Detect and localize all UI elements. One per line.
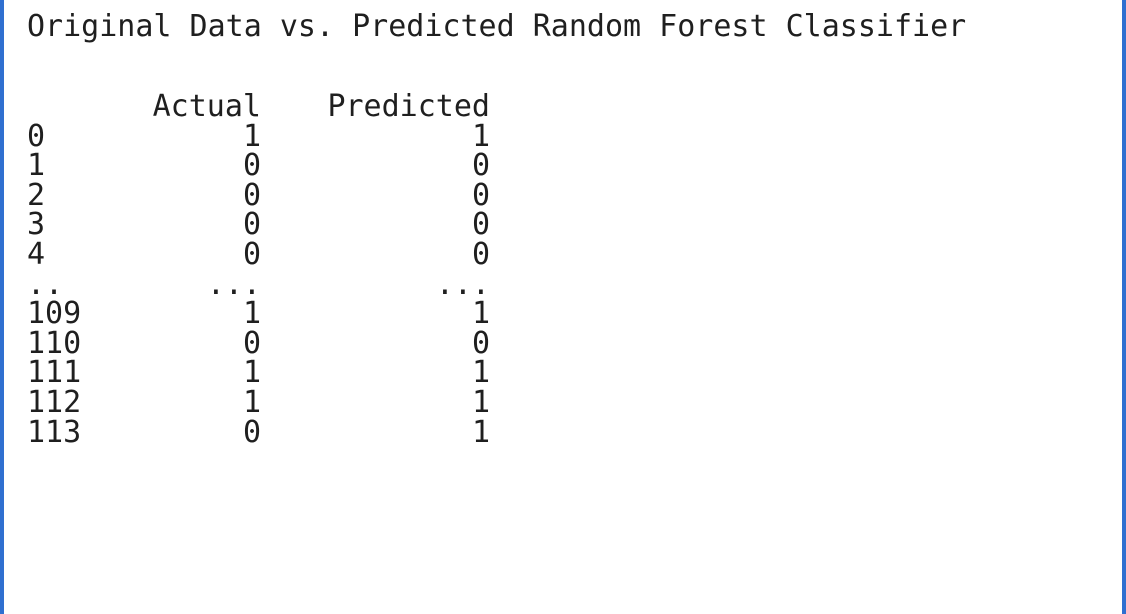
predicted-value: 1 [471, 384, 490, 420]
row-index: 112 [27, 384, 82, 420]
predicted-value: 1 [471, 118, 490, 154]
predicted-value: 0 [471, 148, 490, 184]
row-index: 3 [27, 207, 46, 243]
dataframe-table: Actual Predicted 0 1 1 1 0 0 2 0 0 3 0 0… [27, 92, 490, 447]
actual-value: 1 [242, 355, 261, 391]
predicted-value: 0 [471, 177, 490, 213]
actual-value: ... [206, 266, 261, 302]
row-index: 113 [27, 414, 82, 450]
table-row: 112 1 1 [27, 388, 490, 418]
actual-value: 0 [242, 207, 261, 243]
table-row: 4 0 0 [27, 240, 490, 270]
predicted-value: 0 [471, 325, 490, 361]
column-header-actual: Actual [152, 89, 261, 124]
row-index: .. [27, 266, 64, 302]
predicted-value: ... [435, 266, 490, 302]
table-row: 3 0 0 [27, 210, 490, 240]
actual-value: 0 [242, 325, 261, 361]
table-header: Actual Predicted [27, 92, 490, 122]
row-index: 0 [27, 118, 46, 154]
table-row: 109 1 1 [27, 299, 490, 329]
table-row: 113 0 1 [27, 414, 490, 450]
actual-value: 0 [242, 148, 261, 184]
table-row: 111 1 1 [27, 358, 490, 388]
row-index: 1 [27, 148, 46, 184]
predicted-value: 1 [471, 414, 490, 450]
actual-value: 1 [242, 384, 261, 420]
actual-value: 0 [242, 236, 261, 272]
predicted-value: 0 [471, 207, 490, 243]
actual-value: 1 [242, 118, 261, 154]
predicted-value: 1 [471, 296, 490, 332]
actual-value: 1 [242, 296, 261, 332]
table-row: 110 0 0 [27, 325, 490, 361]
table-row-ellipsis: .. ... ... [27, 266, 490, 302]
row-index: 2 [27, 177, 46, 213]
table-row: 1 0 0 [27, 151, 490, 181]
row-index: 111 [27, 355, 82, 391]
column-header-predicted: Predicted [327, 89, 490, 124]
actual-value: 0 [242, 177, 261, 213]
row-index: 109 [27, 296, 82, 332]
predicted-value: 1 [471, 355, 490, 391]
output-title: Original Data vs. Predicted Random Fores… [27, 9, 967, 44]
table-row: 2 0 0 [27, 177, 490, 213]
predicted-value: 0 [471, 236, 490, 272]
index-header [27, 92, 123, 122]
table-row: 0 1 1 [27, 118, 490, 154]
actual-value: 0 [242, 414, 261, 450]
row-index: 4 [27, 236, 46, 272]
row-index: 110 [27, 325, 82, 361]
